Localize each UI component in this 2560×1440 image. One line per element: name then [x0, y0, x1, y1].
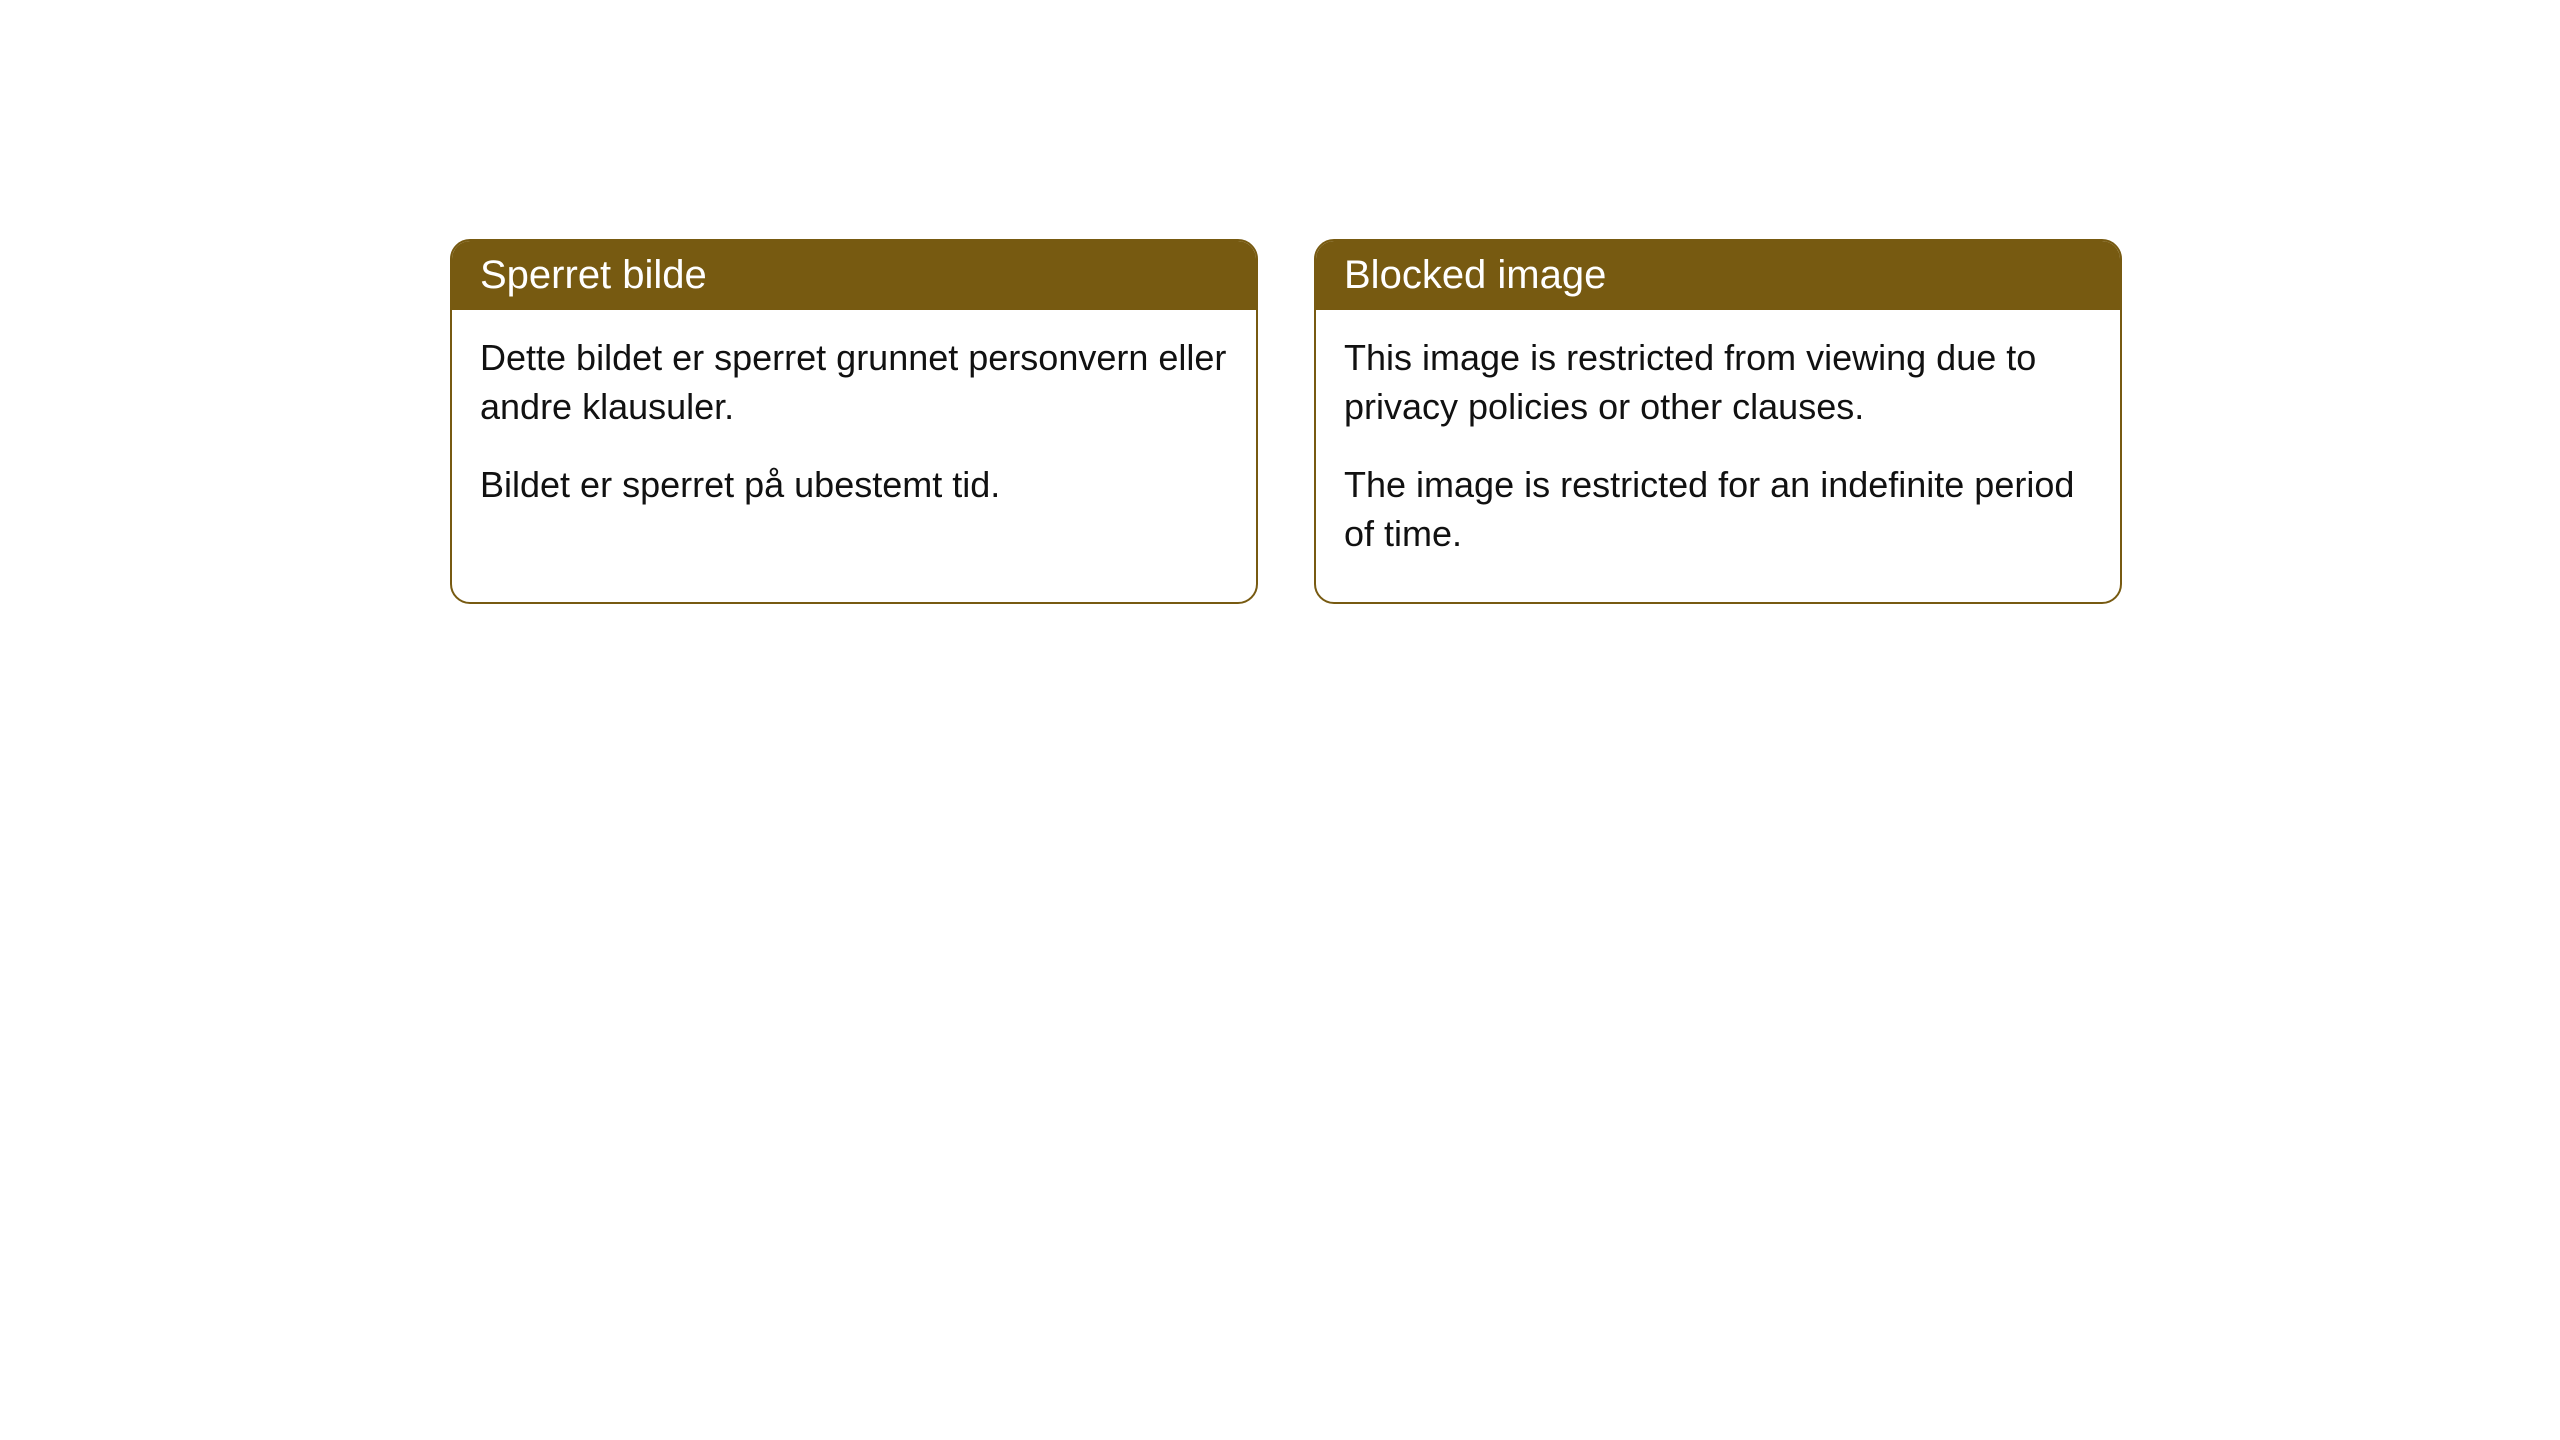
card-body-no: Dette bildet er sperret grunnet personve…	[452, 310, 1256, 554]
blocked-image-card-en: Blocked image This image is restricted f…	[1314, 239, 2122, 604]
card-text-no-line1: Dette bildet er sperret grunnet personve…	[480, 334, 1228, 431]
card-text-en-line2: The image is restricted for an indefinit…	[1344, 461, 2092, 558]
card-text-en-line1: This image is restricted from viewing du…	[1344, 334, 2092, 431]
notice-container: Sperret bilde Dette bildet er sperret gr…	[0, 0, 2560, 604]
card-title-no: Sperret bilde	[452, 241, 1256, 310]
card-body-en: This image is restricted from viewing du…	[1316, 310, 2120, 602]
blocked-image-card-no: Sperret bilde Dette bildet er sperret gr…	[450, 239, 1258, 604]
card-title-en: Blocked image	[1316, 241, 2120, 310]
card-text-no-line2: Bildet er sperret på ubestemt tid.	[480, 461, 1228, 510]
